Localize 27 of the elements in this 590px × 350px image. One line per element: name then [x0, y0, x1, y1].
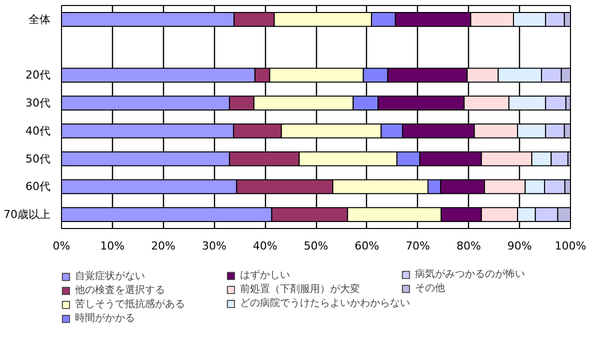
y-tick-label: 60代: [26, 180, 51, 194]
legend-label: はずかしい: [240, 268, 290, 282]
x-tick-label: 30%: [202, 240, 226, 252]
legend-label: 他の検査を選択する: [75, 284, 165, 297]
x-tick-label: 60%: [354, 240, 380, 252]
legend-label: 苦しそうで抵抗感がある: [75, 298, 185, 311]
y-tick-label: 70歳以上: [4, 208, 51, 222]
y-tick-label: 20代: [26, 68, 51, 82]
y-tick-label: 50代: [26, 152, 51, 166]
y-tick-label: 全体: [28, 12, 50, 26]
y-tick-label: 30代: [26, 96, 51, 110]
legend-label: 自覚症状がない: [75, 270, 145, 283]
x-tick-label: 70%: [406, 240, 430, 252]
legend-label: 前処置（下剤服用）が大変: [240, 282, 360, 296]
legend-label: その他: [415, 282, 445, 295]
legend-label: どの病院でうけたらよいかわからない: [240, 296, 410, 310]
x-tick-label: 10%: [100, 240, 125, 252]
x-tick-label: 90%: [507, 240, 532, 252]
x-tick-label: 80%: [456, 240, 481, 252]
legend-label: 時間がかかる: [75, 312, 135, 325]
x-tick-label: 0%: [52, 240, 70, 252]
x-tick-label: 100%: [554, 240, 586, 252]
y-tick-label: 40代: [26, 124, 51, 138]
x-tick-label: 40%: [252, 240, 278, 252]
x-tick-label: 50%: [304, 240, 328, 252]
x-tick-label: 20%: [151, 240, 176, 252]
legend-label: 病気がみつかるのが怖い: [415, 268, 525, 281]
